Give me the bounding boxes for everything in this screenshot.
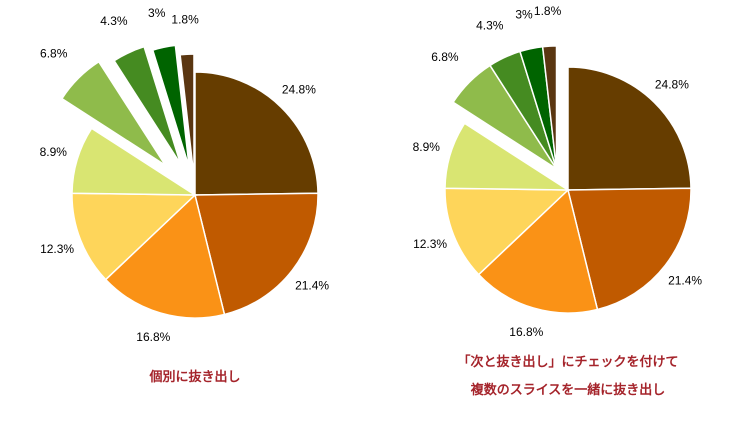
slice-data-label: 3% (148, 6, 166, 20)
pie-chart-group-explode: 24.8% 21.4% 16.8% 12.3% 8.9% 6.8% 4.3% 3% 1.8% 「次… (413, 4, 703, 398)
pie-slice-21.4pct (194, 192, 319, 316)
slice-data-label: 3% (515, 7, 533, 21)
slice-data-label: 21.4% (668, 273, 702, 287)
pie-slice-24.8pct (567, 66, 692, 191)
chart-caption-line: 複数のスライスを一緒に抜き出し (470, 382, 666, 398)
pie-slice-12.3pct (444, 187, 570, 276)
pie-slice-16.8pct (477, 188, 599, 314)
pie-slice-24.8pct (194, 71, 319, 196)
slice-data-label: 6.8% (40, 47, 68, 61)
slice-data-label: 4.3% (100, 14, 128, 28)
pie-slice-3pct (151, 44, 190, 168)
slice-data-label: 8.9% (40, 145, 68, 159)
pie-slice-12.3pct (71, 192, 197, 281)
pie-slice-8.9pct (444, 122, 571, 191)
slice-data-label: 24.8% (282, 83, 316, 97)
slice-data-label: 1.8% (171, 12, 199, 26)
slice-data-label: 12.3% (40, 242, 74, 256)
slice-data-label: 16.8% (136, 330, 170, 344)
slice-data-label: 6.8% (431, 50, 459, 64)
pie-slice-21.4pct (567, 187, 692, 311)
pie-slice-8.9pct (71, 127, 198, 196)
pie-slice-4.3pct (113, 45, 182, 165)
slice-data-label: 4.3% (476, 19, 504, 33)
slice-data-label: 24.8% (655, 78, 689, 92)
pie-slice-16.8pct (104, 193, 226, 319)
slice-data-label: 1.8% (534, 4, 562, 18)
slice-data-label: 16.8% (509, 325, 543, 339)
pie-slice-1.8pct (179, 53, 195, 178)
chart-caption-line: 「次と抜き出し」にチェックを付けて (457, 354, 678, 370)
pie-slice-6.8pct (60, 60, 166, 166)
pie-slice-1.8pct (541, 45, 558, 170)
slice-data-label: 8.9% (413, 140, 441, 154)
slice-data-label: 12.3% (413, 237, 447, 251)
slice-data-label: 21.4% (295, 278, 329, 292)
pie-chart-individual-explode: 24.8% 21.4% 16.8% 12.3% 8.9% 6.8% 4.3% 3% 1.8% 個別… (40, 6, 330, 385)
chart-caption-line: 個別に抜き出し (148, 369, 240, 385)
